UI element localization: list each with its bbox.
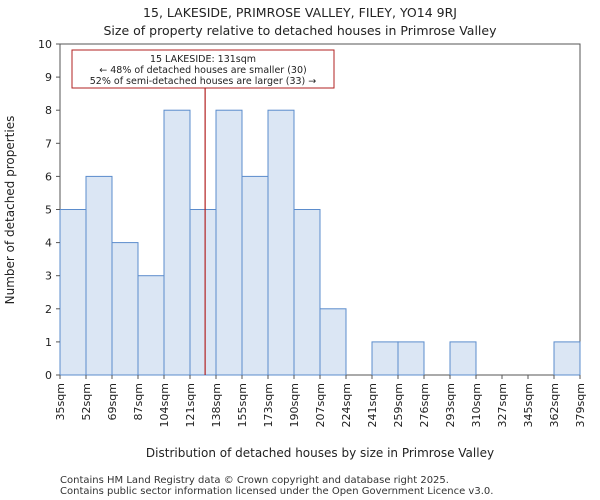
x-tick-label-155sqm: 155sqm — [236, 383, 249, 427]
x-axis-ticks: 35sqm 52sqm 69sqm 87sqm 104sqm 121sqm 138sqm 15… — [54, 375, 587, 427]
annotation-box: 15 LAKESIDE: 131sqm ← 48% of detached ho… — [71, 49, 335, 89]
x-tick-label-345sqm: 345sqm — [522, 383, 535, 427]
x-tick-label-35sqm: 35sqm — [54, 383, 67, 420]
bar-207sqm — [319, 308, 347, 376]
y-tick-label-6: 6 — [45, 170, 52, 183]
x-tick-label-52sqm: 52sqm — [80, 383, 93, 420]
x-tick-label-327sqm: 327sqm — [496, 383, 509, 427]
x-tick-label-310sqm: 310sqm — [470, 383, 483, 427]
y-axis-label: Number of detached properties — [3, 116, 17, 305]
x-tick-label-190sqm: 190sqm — [288, 383, 301, 427]
footer-line-1: Contains HM Land Registry data © Crown c… — [60, 475, 449, 486]
y-tick-label-4: 4 — [45, 237, 52, 250]
y-axis-ticks: 0 1 2 3 4 5 6 7 8 9 10 — [38, 38, 60, 382]
x-axis-label: Distribution of detached houses by size … — [146, 446, 494, 460]
footer-line-2: Contains public sector information licen… — [60, 486, 493, 497]
bar-104sqm — [163, 109, 191, 376]
x-tick-label-173sqm: 173sqm — [262, 383, 275, 427]
bar-121sqm — [189, 209, 217, 376]
bar-35sqm — [59, 209, 87, 376]
y-tick-label-0: 0 — [45, 369, 52, 382]
bar-69sqm — [111, 242, 139, 376]
x-tick-label-241sqm: 241sqm — [366, 383, 379, 427]
x-tick-label-69sqm: 69sqm — [106, 383, 119, 420]
bar-173sqm — [267, 109, 295, 376]
bars-group — [59, 109, 581, 376]
x-tick-label-87sqm: 87sqm — [132, 383, 145, 420]
y-tick-label-5: 5 — [45, 204, 52, 217]
bar-362sqm — [553, 341, 581, 376]
bar-259sqm — [397, 341, 425, 376]
chart-title: 15, LAKESIDE, PRIMROSE VALLEY, FILEY, YO… — [143, 5, 457, 20]
annotation-line-3: 52% of semi-detached houses are larger (… — [90, 76, 317, 87]
x-tick-label-379sqm: 379sqm — [574, 383, 587, 427]
bar-155sqm — [241, 175, 269, 376]
x-tick-label-104sqm: 104sqm — [158, 383, 171, 427]
y-tick-label-8: 8 — [45, 104, 52, 117]
y-tick-label-10: 10 — [38, 38, 52, 51]
x-tick-label-276sqm: 276sqm — [418, 383, 431, 427]
x-tick-label-293sqm: 293sqm — [444, 383, 457, 427]
y-tick-label-2: 2 — [45, 303, 52, 316]
bar-293sqm — [449, 341, 477, 376]
bar-52sqm — [85, 175, 113, 376]
y-tick-label-3: 3 — [45, 270, 52, 283]
bar-87sqm — [137, 275, 165, 376]
chart-subtitle: Size of property relative to detached ho… — [104, 23, 498, 38]
x-tick-label-121sqm: 121sqm — [184, 383, 197, 427]
y-tick-label-1: 1 — [45, 336, 52, 349]
bar-241sqm — [371, 341, 399, 376]
x-tick-label-138sqm: 138sqm — [210, 383, 223, 427]
x-tick-label-259sqm: 259sqm — [392, 383, 405, 427]
annotation-line-1: 15 LAKESIDE: 131sqm — [150, 54, 256, 65]
y-tick-label-9: 9 — [45, 71, 52, 84]
y-tick-label-7: 7 — [45, 137, 52, 150]
x-tick-label-224sqm: 224sqm — [340, 383, 353, 427]
bar-190sqm — [293, 209, 321, 376]
x-tick-label-207sqm: 207sqm — [314, 383, 327, 427]
annotation-frame — [71, 49, 335, 89]
bar-138sqm — [215, 109, 243, 376]
x-tick-label-362sqm: 362sqm — [548, 383, 561, 427]
annotation-line-2: ← 48% of detached houses are smaller (30… — [99, 65, 306, 76]
